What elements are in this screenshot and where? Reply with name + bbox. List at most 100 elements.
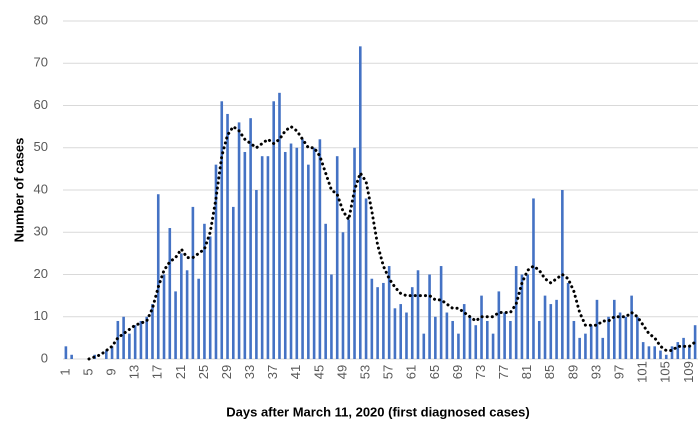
x-tick-label: 69 xyxy=(450,365,465,379)
bar xyxy=(566,282,570,359)
bar xyxy=(203,223,206,359)
bar xyxy=(509,320,512,359)
bar xyxy=(335,156,339,359)
bar xyxy=(405,312,408,359)
bar xyxy=(422,333,426,359)
x-tick-label: 45 xyxy=(311,365,326,379)
bar xyxy=(618,312,622,359)
bar xyxy=(589,325,593,359)
bar xyxy=(272,101,276,360)
y-tick-label: 30 xyxy=(34,224,48,239)
y-tick-label: 0 xyxy=(41,350,48,365)
bar xyxy=(347,219,351,359)
bar xyxy=(526,274,530,359)
bar xyxy=(214,164,218,359)
trend-line xyxy=(87,125,697,361)
bar xyxy=(330,274,333,359)
bar xyxy=(122,316,125,359)
bar xyxy=(664,354,668,359)
x-tick-label: 41 xyxy=(288,365,303,379)
bar xyxy=(278,92,281,359)
bar xyxy=(647,346,651,359)
bar xyxy=(255,190,258,359)
bar xyxy=(151,304,154,359)
bar xyxy=(451,320,454,359)
bar xyxy=(457,333,460,359)
bar xyxy=(434,316,437,359)
x-tick-label: 17 xyxy=(150,365,165,379)
bar xyxy=(468,316,472,359)
bar xyxy=(543,295,547,359)
bar xyxy=(191,206,195,359)
bar xyxy=(410,287,414,359)
bar xyxy=(162,274,166,359)
bar xyxy=(428,274,431,359)
bar xyxy=(497,291,501,359)
bar xyxy=(503,312,506,359)
bar xyxy=(324,223,327,359)
bar xyxy=(249,118,252,359)
bar xyxy=(231,206,235,359)
bar xyxy=(64,346,68,359)
x-tick-label: 101 xyxy=(635,361,650,383)
x-tick-label: 89 xyxy=(565,365,580,379)
bar xyxy=(601,337,605,359)
x-tick-label: 105 xyxy=(658,361,673,383)
bar xyxy=(312,147,316,359)
bar xyxy=(537,320,541,359)
bar xyxy=(382,282,385,359)
bar xyxy=(688,346,691,359)
bar xyxy=(584,333,587,359)
bar xyxy=(653,346,657,359)
y-tick-label: 70 xyxy=(34,55,48,70)
bar xyxy=(549,304,553,359)
bar xyxy=(104,350,108,359)
bar xyxy=(572,320,576,359)
x-tick-label: 61 xyxy=(404,365,419,379)
bar xyxy=(353,147,356,359)
bar xyxy=(693,325,697,359)
x-axis-title: Days after March 11, 2020 (first diagnos… xyxy=(226,404,529,419)
bar xyxy=(607,316,610,359)
y-tick-label: 40 xyxy=(34,181,48,196)
bar xyxy=(139,320,143,359)
y-tick-label: 20 xyxy=(34,266,48,281)
bar xyxy=(399,304,403,359)
x-tick-label: 21 xyxy=(173,365,188,379)
bar xyxy=(676,342,680,359)
bar xyxy=(578,337,581,359)
bar xyxy=(439,266,443,359)
bar xyxy=(445,312,449,359)
bar xyxy=(485,320,489,359)
bar xyxy=(283,151,287,359)
x-tick-label: 81 xyxy=(519,365,534,379)
bar xyxy=(226,113,229,359)
bar xyxy=(624,316,628,359)
bar xyxy=(491,333,495,359)
bar xyxy=(393,308,397,359)
bar xyxy=(670,346,674,359)
bar xyxy=(532,198,535,359)
y-tick-label: 80 xyxy=(34,12,48,27)
x-tick-label: 33 xyxy=(242,365,257,379)
bar xyxy=(145,316,149,359)
bar xyxy=(341,232,345,359)
bar xyxy=(416,270,420,359)
bar xyxy=(295,147,299,359)
bar xyxy=(462,304,466,359)
x-tick-label: 85 xyxy=(542,365,557,379)
x-tick-label: 109 xyxy=(681,361,696,383)
bar xyxy=(682,337,685,359)
bar xyxy=(555,299,558,359)
bar xyxy=(70,354,73,359)
bar xyxy=(208,236,212,359)
bar xyxy=(370,278,374,359)
x-tick-label: 97 xyxy=(612,365,627,379)
bar xyxy=(659,350,662,359)
bar xyxy=(387,266,391,359)
bar xyxy=(630,295,633,359)
bar xyxy=(289,143,293,359)
bar xyxy=(243,151,247,359)
bar xyxy=(220,101,224,360)
